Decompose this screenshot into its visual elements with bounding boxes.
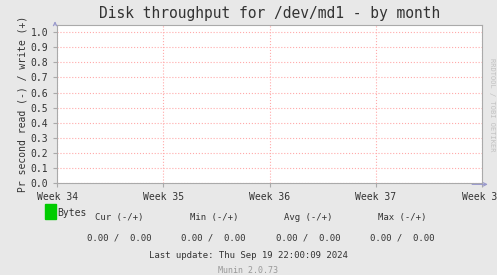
Text: RRDTOOL / TOBI OETIKER: RRDTOOL / TOBI OETIKER	[489, 58, 495, 151]
Text: Max (-/+): Max (-/+)	[378, 213, 427, 222]
Text: Munin 2.0.73: Munin 2.0.73	[219, 266, 278, 275]
Title: Disk throughput for /dev/md1 - by month: Disk throughput for /dev/md1 - by month	[99, 6, 440, 21]
Text: Min (-/+): Min (-/+)	[189, 213, 238, 222]
Text: Avg (-/+): Avg (-/+)	[284, 213, 332, 222]
Text: 0.00 /  0.00: 0.00 / 0.00	[370, 233, 435, 242]
Text: Cur (-/+): Cur (-/+)	[95, 213, 144, 222]
Text: Bytes: Bytes	[57, 208, 86, 218]
Text: Last update: Thu Sep 19 22:00:09 2024: Last update: Thu Sep 19 22:00:09 2024	[149, 251, 348, 260]
Text: 0.00 /  0.00: 0.00 / 0.00	[181, 233, 246, 242]
Text: 0.00 /  0.00: 0.00 / 0.00	[87, 233, 152, 242]
Y-axis label: Pr second read (-) / write (+): Pr second read (-) / write (+)	[18, 16, 28, 192]
Text: 0.00 /  0.00: 0.00 / 0.00	[276, 233, 340, 242]
